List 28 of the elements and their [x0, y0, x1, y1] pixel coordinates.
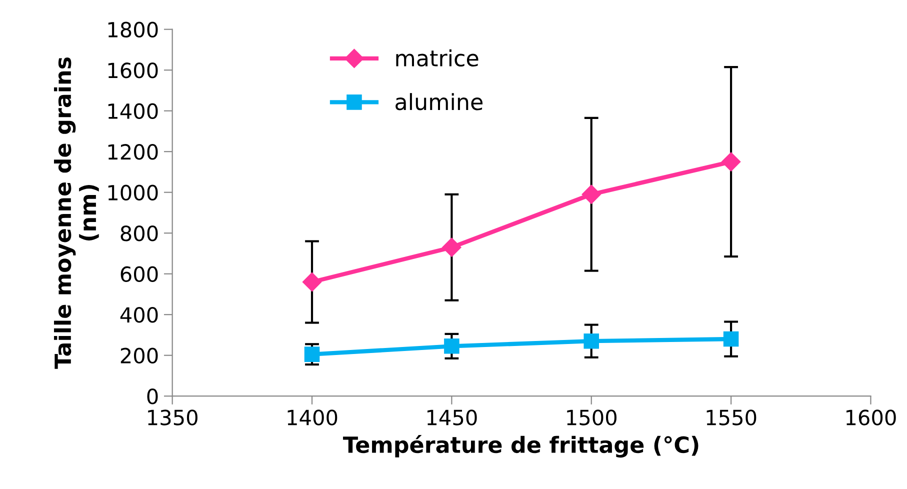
point	[582, 184, 601, 204]
x-tick-label: 1400	[288, 410, 338, 426]
legend-label: matrice	[396, 49, 478, 67]
y-tick-label: 1000	[108, 184, 158, 201]
point	[442, 238, 462, 257]
x-axis-title: Température de frittage (°C)	[343, 435, 698, 458]
y-tick-label: 800	[120, 226, 158, 242]
point	[444, 338, 460, 354]
x-tick-label: 1500	[567, 410, 616, 426]
legend-label: alumine	[396, 93, 482, 110]
point	[304, 346, 320, 362]
point	[722, 152, 741, 172]
y-tick-label: 0	[147, 388, 158, 404]
y-tick-label: 1800	[108, 22, 158, 38]
y-tick-label: 1200	[108, 144, 158, 160]
x-tick-label: 1550	[706, 410, 756, 426]
point	[302, 272, 322, 292]
point	[723, 331, 739, 347]
y-axis-title: Taille moyenne de grains (nm)	[54, 57, 99, 369]
x-tick-label: 1350	[148, 410, 198, 426]
y-tick-label: 200	[120, 348, 158, 364]
y-tick-label: 1400	[108, 103, 158, 120]
y-tick-label: 600	[120, 266, 158, 282]
y-tick-label: 400	[120, 307, 158, 323]
x-tick-label: 1450	[427, 410, 477, 426]
y-tick-label: 1600	[108, 62, 158, 78]
x-tick-label: 1600	[846, 410, 896, 426]
point	[584, 333, 600, 349]
